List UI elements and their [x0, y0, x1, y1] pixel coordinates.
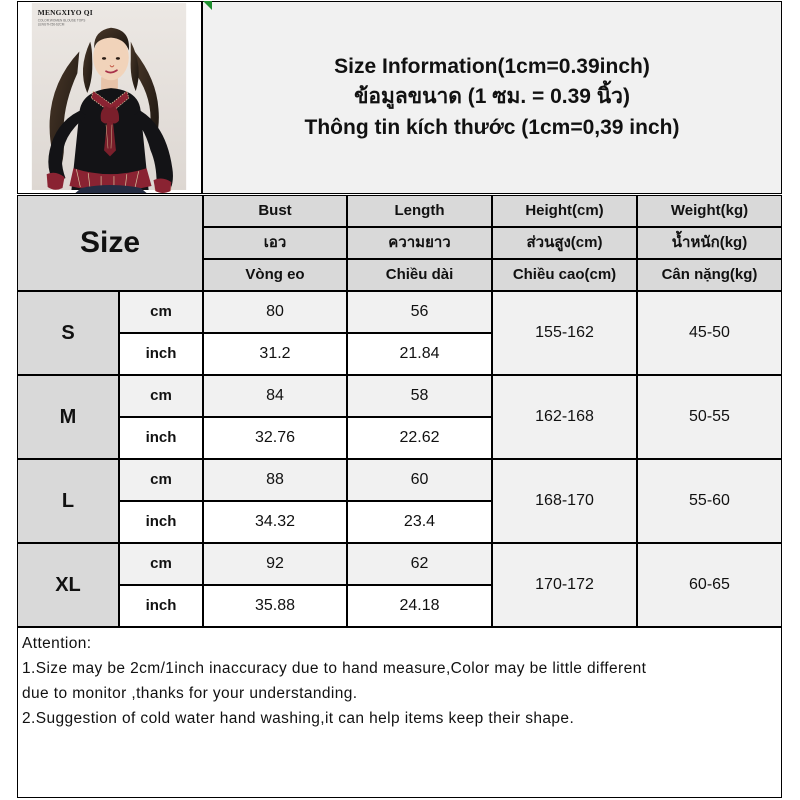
svg-text:LENGTH:56-62CM: LENGTH:56-62CM: [38, 22, 65, 26]
svg-text:MENGXIYO QI: MENGXIYO QI: [38, 8, 93, 17]
